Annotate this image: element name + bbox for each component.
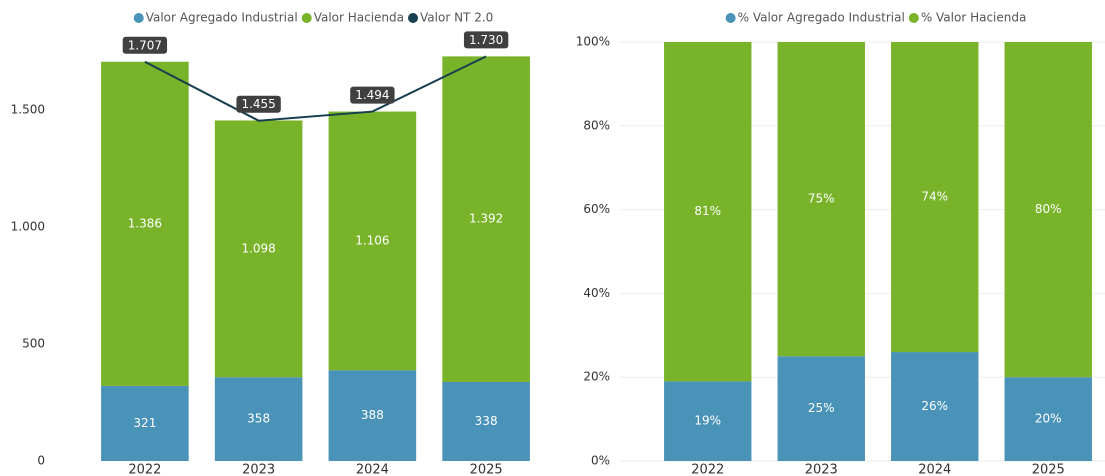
legend-label: Valor NT 2.0 xyxy=(420,11,493,25)
bar-segment xyxy=(214,120,303,378)
bar-segment xyxy=(101,385,189,461)
legend-marker xyxy=(301,13,312,23)
legend-label: % Valor Agregado Industrial xyxy=(738,11,905,25)
line xyxy=(144,55,487,122)
y-tick-label: 1.500 xyxy=(11,103,45,117)
y-tick-label: 0% xyxy=(591,454,610,468)
x-tick-label: 2025 xyxy=(1032,463,1065,476)
y-tick-label: 20% xyxy=(583,370,610,384)
data-label: 1.494 xyxy=(355,88,389,102)
legend-marker xyxy=(725,13,736,23)
y-tick-label: 80% xyxy=(583,118,610,132)
legend-label: Valor Agregado Industrial xyxy=(146,11,298,25)
data-label: 25% xyxy=(808,401,835,415)
y-tick-label: 500 xyxy=(22,337,45,351)
data-label-box xyxy=(122,36,168,54)
bar-segment xyxy=(101,61,189,386)
legend-marker xyxy=(133,13,144,23)
data-label: 338 xyxy=(475,414,498,428)
bar-segment xyxy=(442,56,530,382)
bar-segment xyxy=(328,370,417,461)
data-label: 1.098 xyxy=(241,241,275,255)
legend-marker xyxy=(908,13,919,23)
data-label: 80% xyxy=(1035,202,1062,216)
bar-segment xyxy=(891,352,979,461)
data-label: 321 xyxy=(133,416,156,430)
bar-segment xyxy=(891,42,979,353)
bar-segment xyxy=(1004,377,1092,461)
legend-label: % Valor Hacienda xyxy=(921,11,1027,25)
legend-label: Valor Hacienda xyxy=(314,11,404,25)
data-label: 74% xyxy=(921,190,948,204)
x-tick-label: 2023 xyxy=(805,463,838,476)
x-tick-label: 2024 xyxy=(356,463,389,476)
data-label-box xyxy=(350,86,395,104)
x-tick-label: 2022 xyxy=(128,463,161,476)
data-label: 1.386 xyxy=(128,216,162,230)
x-tick-label: 2025 xyxy=(470,463,503,476)
data-label: 1.392 xyxy=(469,212,503,226)
data-label: 19% xyxy=(694,414,721,428)
data-label: 1.455 xyxy=(241,97,275,111)
bar-segment xyxy=(777,356,865,461)
legend-marker xyxy=(408,13,419,23)
bar-segment xyxy=(664,381,752,461)
y-tick-label: 1.000 xyxy=(11,220,45,234)
data-label: 1.106 xyxy=(355,233,389,247)
bar-segment xyxy=(777,42,865,357)
x-tick-label: 2023 xyxy=(242,463,275,476)
bar-segment xyxy=(664,42,752,382)
y-tick-label: 100% xyxy=(576,35,610,49)
bar-segment xyxy=(214,377,303,461)
data-label: 75% xyxy=(808,192,835,206)
data-label: 20% xyxy=(1035,412,1062,426)
x-tick-label: 2022 xyxy=(691,463,724,476)
data-label: 26% xyxy=(921,399,948,413)
bar-segment xyxy=(1004,42,1092,378)
x-tick-label: 2024 xyxy=(918,463,951,476)
data-label-box xyxy=(463,31,509,49)
data-label: 1.730 xyxy=(469,33,503,47)
data-label-box xyxy=(236,95,281,113)
y-tick-label: 60% xyxy=(583,202,610,216)
data-label: 358 xyxy=(247,412,270,426)
y-tick-label: 0 xyxy=(37,454,45,468)
y-tick-label: 40% xyxy=(583,286,610,300)
bar-segment xyxy=(328,111,417,371)
bar-segment xyxy=(442,381,530,461)
data-label: 388 xyxy=(361,408,384,422)
data-label: 1.707 xyxy=(128,38,162,52)
data-label: 81% xyxy=(694,204,721,218)
